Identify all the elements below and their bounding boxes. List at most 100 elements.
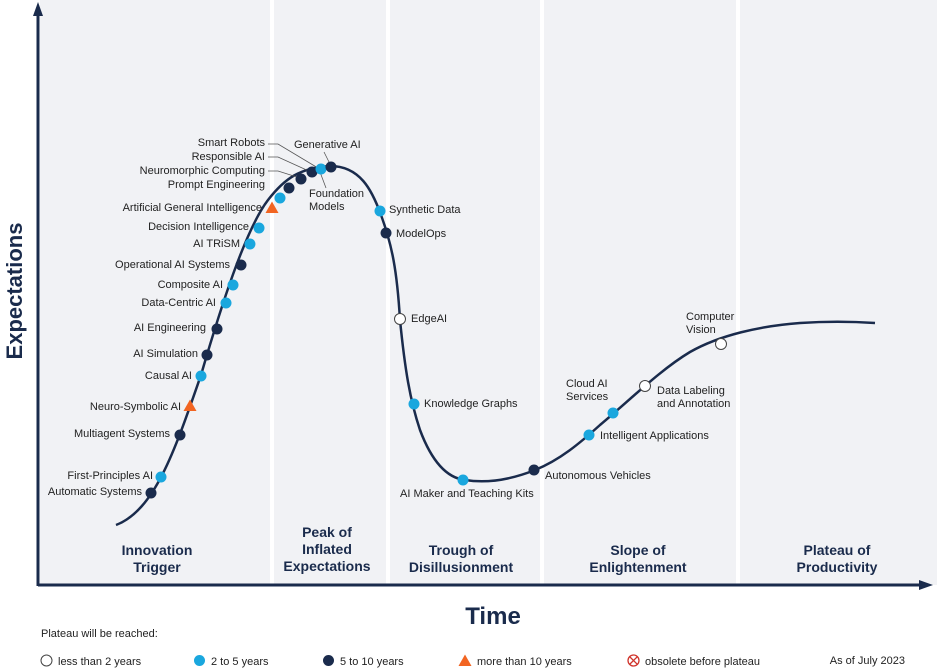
- legend-item-2-to-5-years: 2 to 5 years: [193, 654, 268, 670]
- legend-item-5-to-10-years: 5 to 10 years: [322, 654, 404, 670]
- marker-ai-maker-and-teaching-kits: [457, 474, 469, 486]
- marker-cloud-ai-services: [607, 407, 619, 419]
- hype-curve: [115, 164, 876, 527]
- label-autonomous-vehicles: Autonomous Vehicles: [545, 470, 651, 482]
- phase-separator: [386, 0, 390, 585]
- legend-obsolete-icon: [627, 654, 640, 670]
- phase-label-innovation-trigger: Innovation Trigger: [122, 542, 193, 575]
- marker-neuro-symbolic-ai: [183, 399, 197, 411]
- label-generative-ai: Generative AI: [294, 139, 361, 151]
- legend-item-more-than-10-years: more than 10 years: [458, 654, 572, 670]
- label-first-principles-ai: First-Principles AI: [67, 470, 153, 482]
- leader-line: [268, 170, 301, 179]
- label-causal-ai: Causal AI: [145, 370, 192, 382]
- label-knowledge-graphs: Knowledge Graphs: [424, 398, 518, 410]
- marker-edgeai: [394, 313, 406, 325]
- marker-causal-ai: [195, 370, 207, 382]
- label-data-centric-ai: Data-Centric AI: [141, 297, 216, 309]
- marker-foundation-models: [315, 163, 327, 175]
- labels-layer: Automatic Systems First-Principles AI Mult…: [48, 137, 735, 500]
- marker-smart-robots: [306, 166, 318, 178]
- label-operational-ai-systems: Operational AI Systems: [115, 259, 230, 271]
- label-automatic-systems: Automatic Systems: [48, 486, 143, 498]
- phase-separator: [540, 0, 544, 585]
- label-neuro-symbolic-ai: Neuro-Symbolic AI: [90, 401, 181, 413]
- marker-autonomous-vehicles: [528, 464, 540, 476]
- phase-separator: [736, 0, 740, 585]
- marker-synthetic-data: [374, 205, 386, 217]
- legend: Plateau will be reached: less than 2 yea…: [0, 624, 937, 672]
- leader-line: [268, 143, 319, 169]
- phase-band-plateau: [740, 0, 937, 585]
- marker-ai-engineering: [211, 323, 223, 335]
- phase-band-trough: [390, 0, 540, 585]
- legend-title: Plateau will be reached:: [41, 628, 158, 640]
- marker-ai-simulation: [201, 349, 213, 361]
- label-multiagent-systems: Multiagent Systems: [74, 428, 170, 440]
- label-prompt-engineering: Prompt Engineering: [168, 179, 265, 191]
- marker-ai-trism: [244, 238, 256, 250]
- label-computer-vision: Computer Vision: [686, 311, 735, 336]
- x-axis-title: Time: [465, 603, 521, 624]
- hype-curve-svg: Expectations Time Automatic Systems First…: [2, 2, 933, 624]
- marker-knowledge-graphs: [408, 398, 420, 410]
- phase-labels: Innovation Trigger Peak of Inflated Expectat…: [122, 524, 878, 575]
- leader-line: [268, 156, 312, 173]
- label-ai-engineering: AI Engineering: [134, 322, 206, 334]
- legend-label: obsolete before plateau: [645, 656, 760, 668]
- legend-label: 5 to 10 years: [340, 656, 404, 668]
- label-synthetic-data: Synthetic Data: [389, 204, 461, 216]
- legend-triangle-icon: [458, 654, 472, 670]
- label-intelligent-applications: Intelligent Applications: [600, 430, 709, 442]
- label-ai-simulation: AI Simulation: [133, 348, 198, 360]
- marker-automatic-systems: [145, 487, 157, 499]
- marker-generative-ai: [325, 161, 337, 173]
- phase-label-trough-of-disillusionment: Trough of Disillusionment: [409, 542, 514, 575]
- legend-circle-open-icon: [40, 654, 53, 670]
- marker-multiagent-systems: [174, 429, 186, 441]
- marker-intelligent-applications: [583, 429, 595, 441]
- axes: Expectations Time: [2, 2, 933, 624]
- phase-separator: [270, 0, 274, 585]
- label-data-labeling-and-annotation: Data Labeling and Annotation: [657, 385, 730, 410]
- legend-circle-dark-icon: [322, 654, 335, 670]
- marker-data-labeling-and-annotation: [639, 380, 651, 392]
- label-ai-trism: AI TRiSM: [193, 238, 240, 250]
- marker-operational-ai-systems: [235, 259, 247, 271]
- as-of-date: As of July 2023: [829, 655, 905, 667]
- x-axis-arrow: [919, 580, 933, 590]
- marker-composite-ai: [227, 279, 239, 291]
- points-layer: [145, 161, 727, 499]
- phase-label-peak-of-inflated-expectations: Peak of Inflated Expectations: [283, 524, 370, 574]
- label-responsible-ai: Responsible AI: [192, 151, 265, 163]
- marker-responsible-ai: [295, 173, 307, 185]
- label-artificial-general-intelligence: Artificial General Intelligence: [123, 202, 262, 214]
- label-composite-ai: Composite AI: [158, 279, 223, 291]
- marker-first-principles-ai: [155, 471, 167, 483]
- label-modelops: ModelOps: [396, 228, 447, 240]
- legend-label: more than 10 years: [477, 656, 572, 668]
- marker-neuromorphic-computing: [283, 182, 295, 194]
- label-ai-maker-and-teaching-kits: AI Maker and Teaching Kits: [400, 488, 534, 500]
- legend-circle-light-icon: [193, 654, 206, 670]
- label-cloud-ai-services: Cloud AI Services: [566, 378, 609, 403]
- label-foundation-models: Foundation Models: [309, 188, 364, 213]
- y-axis-title: Expectations: [2, 223, 27, 360]
- phase-label-slope-of-enlightenment: Slope of Enlightenment: [589, 542, 687, 575]
- marker-artificial-general-intelligence: [265, 201, 279, 213]
- y-axis-arrow: [33, 2, 43, 16]
- legend-item-less-than-2-years: less than 2 years: [40, 654, 141, 670]
- marker-computer-vision: [715, 338, 727, 350]
- marker-decision-intelligence: [253, 222, 265, 234]
- legend-label: 2 to 5 years: [211, 656, 269, 668]
- legend-label: less than 2 years: [58, 656, 142, 668]
- label-decision-intelligence: Decision Intelligence: [148, 221, 249, 233]
- leader-line: [319, 171, 327, 189]
- label-neuromorphic-computing: Neuromorphic Computing: [140, 165, 265, 177]
- label-edgeai: EdgeAI: [411, 313, 447, 325]
- marker-data-centric-ai: [220, 297, 232, 309]
- legend-item-obsolete-before-plateau: obsolete before plateau: [627, 654, 760, 670]
- marker-prompt-engineering: [274, 192, 286, 204]
- phase-band-peak: [274, 0, 386, 585]
